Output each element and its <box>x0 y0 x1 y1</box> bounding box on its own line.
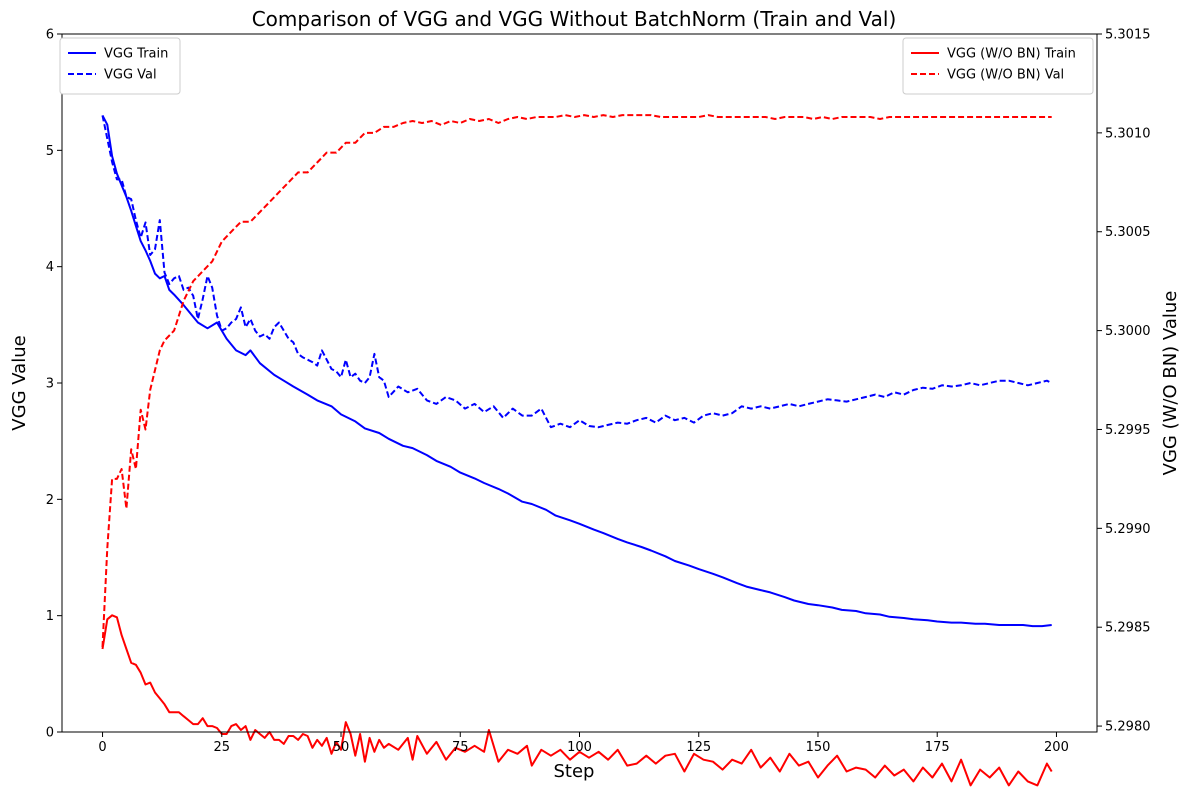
y-axis-left-title: VGG Value <box>9 335 30 430</box>
x-tick-label: 150 <box>806 740 831 755</box>
y-right-tick-label: 5.2990 <box>1105 522 1151 537</box>
y-axis-right-title: VGG (W/O BN) Value <box>1160 291 1181 476</box>
x-axis-title: Step <box>554 761 595 782</box>
x-tick-label: 25 <box>214 740 231 755</box>
plot-frame <box>61 33 1098 733</box>
x-tick-label: 0 <box>98 740 106 755</box>
legend-right-box <box>902 37 1094 95</box>
y-left-tick-label: 2 <box>46 493 54 508</box>
y-right-tick-label: 5.2995 <box>1105 423 1151 438</box>
legend-right-label: VGG (W/O BN) Train <box>947 47 1076 62</box>
plot-area: 0 25 50 75 100 125 150 175 200 0 1 2 3 4 5 6 5.2980 5.298… <box>46 28 1151 787</box>
y-left-tick-label: 1 <box>46 609 54 624</box>
y-left-tick-label: 3 <box>46 377 54 392</box>
y-right-tick-label: 5.3000 <box>1105 324 1151 339</box>
x-tick-label: 50 <box>333 740 350 755</box>
series-line-vgg-w-o-bn-train <box>101 614 1053 787</box>
y-right-tick-label: 5.3005 <box>1105 225 1151 240</box>
y-left-tick-label: 5 <box>46 144 54 159</box>
y-left-tick-label: 0 <box>46 726 54 741</box>
y-right-tick-label: 5.2980 <box>1105 720 1151 735</box>
y-right-tick-label: 5.3010 <box>1105 126 1151 141</box>
series-line-vgg-val <box>101 115 1053 429</box>
x-tick-label: 200 <box>1044 740 1069 755</box>
legend-left-label: VGG Val <box>104 68 157 83</box>
x-tick-label: 175 <box>925 740 950 755</box>
y-right-tick-label: 5.3015 <box>1105 28 1151 43</box>
chart-title: Comparison of VGG and VGG Without BatchN… <box>252 7 897 31</box>
y-right-tick-label: 5.2985 <box>1105 621 1151 636</box>
legend-right-label: VGG (W/O BN) Val <box>947 68 1064 83</box>
legend-left-label: VGG Train <box>104 47 168 62</box>
y-left-tick-label: 6 <box>46 28 54 43</box>
series-line-vgg-w-o-bn-val <box>101 114 1052 648</box>
x-tick-label: 100 <box>567 740 592 755</box>
x-tick-label: 125 <box>686 740 711 755</box>
x-tick-label: 75 <box>452 740 469 755</box>
series-line-vgg-train <box>101 114 1052 628</box>
y-left-tick-label: 4 <box>46 260 54 275</box>
